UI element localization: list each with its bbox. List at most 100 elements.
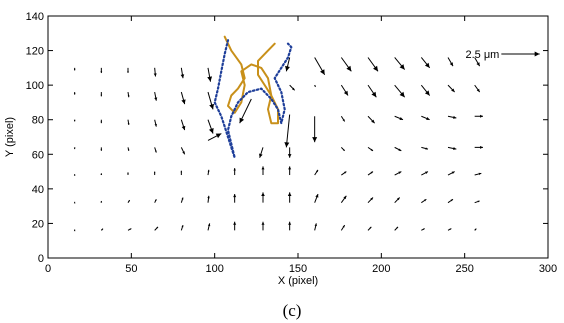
displacement-arrow [100,147,103,151]
displacement-arrow [288,166,292,176]
displacement-arrow [421,171,429,176]
displacement-arrow [474,172,482,176]
displacement-arrow [207,67,213,82]
displacement-arrow [100,173,103,176]
displacement-arrow [289,84,296,91]
displacement-arrow [285,57,291,72]
displacement-arrow [367,197,374,204]
displacement-arrow [420,57,431,69]
displacement-arrow [100,228,104,231]
displacement-arrow [474,228,477,231]
y-tick-label: 0 [38,253,44,265]
boundary-contour-2 [213,39,293,159]
x-tick-label: 300 [539,263,557,275]
displacement-arrow [447,57,454,67]
displacement-arrow [180,67,185,79]
displacement-arrow [154,199,157,203]
displacement-arrow [367,226,372,231]
y-tick-label: 100 [26,80,44,92]
displacement-arrow [394,226,399,231]
displacement-arrow [261,166,265,176]
displacement-arrow [474,200,480,204]
displacement-arrow [340,57,352,72]
displacement-arrow [340,115,346,122]
displacement-arrow [207,119,214,134]
displacement-arrow [180,91,186,105]
y-axis-label: Y (pixel) [4,117,16,157]
displacement-arrow [154,226,159,231]
x-axis-ticks: 0 50 100 150 200 250 300 [45,16,557,275]
displacement-arrow [420,84,431,96]
displacement-arrow [421,115,430,121]
displacement-arrow [180,225,184,231]
displacement-arrow [239,98,252,124]
displacement-arrow [367,57,379,72]
x-tick-label: 0 [45,263,51,275]
y-tick-label: 40 [32,184,44,196]
x-tick-label: 50 [125,263,137,275]
displacement-arrow [180,119,186,131]
scale-arrow-group: 2.5 μm [465,49,540,61]
displacement-arrow [153,67,157,77]
x-tick-label: 250 [455,263,473,275]
displacement-arrow [447,198,454,204]
displacement-arrow [154,147,157,153]
displacement-arrow [73,92,76,95]
displacement-arrow [259,147,264,158]
x-tick-label: 100 [205,263,223,275]
displacement-arrow [233,194,237,203]
displacement-arrow [314,193,319,203]
displacement-arrow [288,221,292,231]
displacement-arrow [73,147,76,150]
displacement-arrow [474,84,481,93]
displacement-arrow [421,198,427,204]
y-tick-label: 60 [32,149,44,161]
displacement-arrow [447,115,457,119]
displacement-arrow [341,171,347,176]
displacement-arrow [73,119,76,122]
displacement-arrow [154,119,157,127]
displacement-arrow [474,145,483,149]
displacement-arrow [127,199,131,203]
displacement-arrow [314,84,316,88]
displacement-arrow [73,67,76,71]
displacement-arrow [367,115,376,124]
displacement-arrow [367,171,374,176]
displacement-arrow [421,228,425,231]
panel-label: (c) [283,301,302,320]
displacement-arrow [153,171,156,176]
y-tick-label: 120 [26,46,44,58]
displacement-arrow [233,221,237,231]
displacement-arrow [367,146,374,152]
displacement-arrow [340,147,346,152]
displacement-arrow [447,84,456,93]
displacement-arrow [73,229,76,232]
displacement-arrow [127,119,130,125]
displacement-arrow [421,146,429,150]
displacement-arrow [100,119,103,124]
displacement-arrow [154,91,158,101]
displacement-arrow [394,171,402,176]
displacement-arrow [127,172,129,176]
displacement-arrow [314,57,326,76]
displacement-arrow [180,170,183,176]
displacement-arrow [73,201,76,204]
displacement-arrow [340,84,349,96]
displacement-arrow [367,84,377,98]
displacement-arrow [394,197,401,204]
boundary-contour-1 [223,35,279,125]
y-tick-label: 20 [32,218,44,230]
displacement-arrow [180,147,186,155]
displacement-arrow [100,92,103,97]
displacement-arrow [394,146,402,152]
displacement-arrow [474,57,481,67]
displacement-arrow [100,200,103,203]
displacement-arrow [207,223,211,231]
x-tick-label: 150 [289,263,307,275]
displacement-arrow [127,147,130,151]
displacement-arrow [261,192,265,203]
y-tick-label: 140 [26,11,44,23]
displacement-arrow [207,133,222,141]
displacement-arrow [287,192,292,203]
